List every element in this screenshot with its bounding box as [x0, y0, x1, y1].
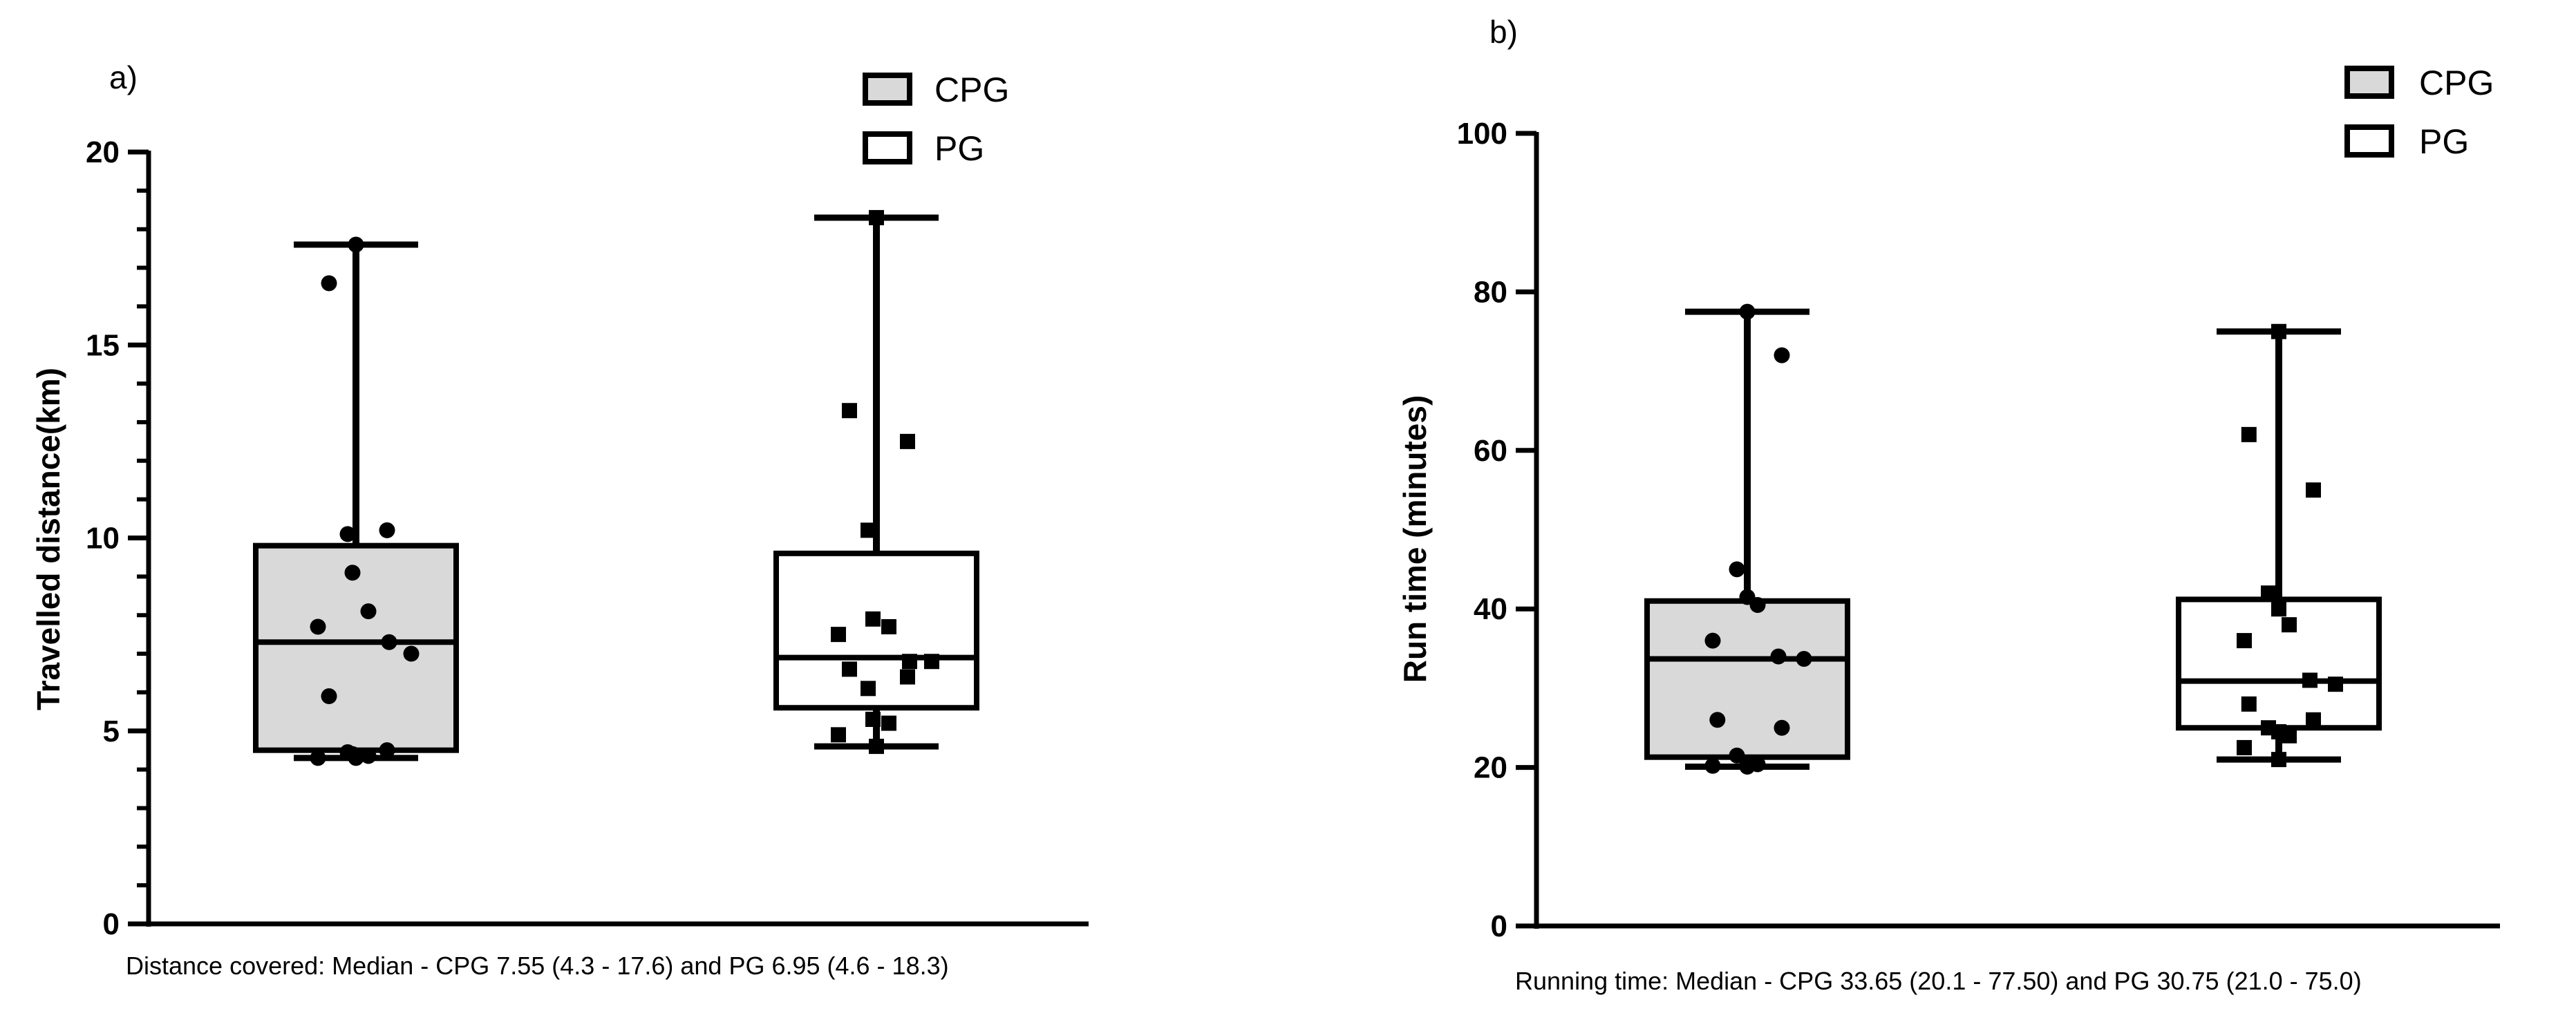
data-point [900, 433, 915, 449]
legend-swatch-cpg [2344, 66, 2394, 99]
y-tick-label: 0 [103, 907, 120, 941]
series-cpg [1644, 303, 1850, 775]
iqr-box [773, 550, 979, 711]
data-point [2271, 601, 2286, 617]
data-point [2241, 426, 2257, 442]
data-point [360, 603, 377, 620]
data-point [881, 715, 896, 731]
data-point [865, 611, 881, 627]
y-axis-label: Run time (minutes) [1397, 395, 1433, 683]
data-point [2306, 712, 2321, 728]
data-point [2237, 739, 2252, 755]
data-point [831, 727, 846, 743]
data-point [2306, 482, 2321, 498]
panel-a: a) 0 5 10 15 20 Travelled distance(km) CPG PG Dis… [30, 59, 1089, 980]
data-point [321, 275, 337, 292]
iqr-box [1644, 598, 1850, 760]
data-point [2282, 617, 2297, 633]
y-tick-label: 5 [103, 715, 120, 748]
panel-label: b) [1489, 14, 1518, 50]
y-tick-label: 60 [1474, 434, 1507, 468]
data-point [2271, 323, 2286, 339]
data-point [348, 236, 364, 253]
data-point [869, 739, 884, 755]
data-point [881, 618, 896, 634]
data-point [842, 403, 857, 419]
y-tick-label: 100 [1457, 117, 1507, 151]
data-point [2261, 720, 2276, 736]
iqr-box [2176, 596, 2382, 731]
data-point [379, 522, 395, 538]
data-point [1704, 632, 1721, 649]
y-tick-label: 15 [86, 328, 120, 362]
y-tick-label: 20 [86, 135, 120, 169]
data-point [2261, 585, 2276, 601]
data-point [1774, 347, 1790, 363]
series-cpg [253, 236, 459, 766]
data-point [2328, 677, 2343, 692]
data-point [344, 565, 361, 581]
panel-b: b) 0 20 40 60 80 100 Run time (minutes) CPG PG Run… [1397, 14, 2500, 995]
data-point [2271, 752, 2286, 768]
data-point [865, 711, 881, 727]
data-point [381, 634, 397, 650]
data-point [900, 669, 915, 685]
data-point [2237, 633, 2252, 649]
data-point [924, 654, 939, 670]
y-tick-label: 20 [1474, 751, 1507, 785]
data-point [1729, 747, 1745, 764]
data-point [2241, 696, 2257, 712]
legend-label-pg: PG [2419, 122, 2469, 161]
y-tick-label: 10 [86, 522, 120, 556]
series-pg [2176, 323, 2382, 768]
legend-label-cpg: CPG [2419, 64, 2494, 102]
y-tick-label: 0 [1491, 909, 1507, 943]
data-point [403, 645, 420, 662]
legend-swatch-cpg [863, 73, 912, 106]
data-point [2302, 672, 2318, 688]
data-point [1770, 648, 1787, 665]
caption: Distance covered: Median - CPG 7.55 (4.3… [126, 952, 949, 980]
data-point [861, 522, 876, 538]
data-point [869, 209, 884, 225]
data-point [1704, 757, 1721, 774]
data-point [360, 748, 377, 764]
caption: Running time: Median - CPG 33.65 (20.1 -… [1515, 967, 2362, 995]
data-point [310, 750, 326, 766]
data-point [1709, 712, 1726, 728]
data-point [339, 526, 356, 542]
data-point [321, 688, 337, 704]
data-point [902, 654, 917, 670]
y-axis-label: Travelled distance(km) [30, 368, 66, 710]
data-point [1774, 719, 1790, 736]
legend-label-cpg: CPG [934, 70, 1009, 109]
y-tick-label: 40 [1474, 592, 1507, 626]
legend-swatch-pg [2344, 124, 2394, 158]
legend-swatch-pg [863, 131, 912, 164]
data-point [1796, 650, 1812, 667]
data-point [1739, 303, 1756, 320]
series-pg [773, 209, 979, 755]
data-point [831, 627, 846, 643]
data-point [842, 661, 857, 677]
legend-label-pg: PG [934, 129, 984, 168]
panel-label: a) [109, 59, 138, 95]
y-tick-label: 80 [1474, 275, 1507, 309]
data-point [1739, 589, 1756, 605]
data-point [310, 618, 326, 635]
data-point [339, 744, 356, 760]
data-point [861, 681, 876, 697]
data-point [379, 742, 395, 759]
data-point [1729, 561, 1745, 578]
